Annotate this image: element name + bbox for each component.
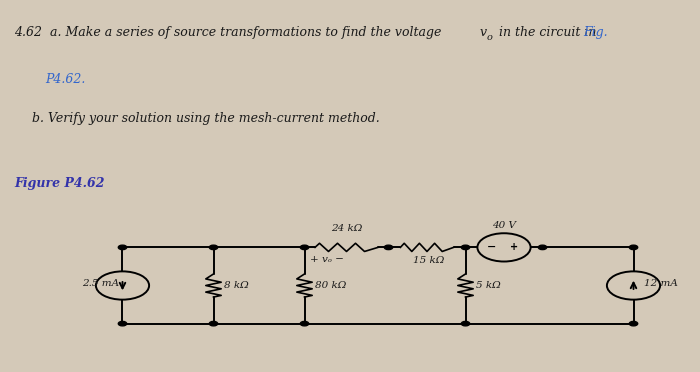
Circle shape — [384, 245, 393, 250]
Text: + vₒ −: + vₒ − — [310, 255, 344, 264]
Text: Figure P4.62: Figure P4.62 — [14, 177, 104, 190]
Text: 15 kΩ: 15 kΩ — [413, 256, 444, 264]
Text: Fig.: Fig. — [583, 26, 608, 39]
Circle shape — [300, 321, 309, 326]
Circle shape — [209, 321, 218, 326]
Text: v: v — [480, 26, 486, 39]
Text: 12 mA: 12 mA — [644, 279, 678, 288]
Circle shape — [538, 245, 547, 250]
Circle shape — [629, 245, 638, 250]
Text: 4.62  a. Make a series of source transformations to find the voltage: 4.62 a. Make a series of source transfor… — [14, 26, 445, 39]
Circle shape — [300, 245, 309, 250]
Text: b. Verify your solution using the mesh-current method.: b. Verify your solution using the mesh-c… — [32, 112, 379, 125]
Circle shape — [118, 245, 127, 250]
Text: in the circuit in: in the circuit in — [495, 26, 601, 39]
Text: −: − — [487, 242, 497, 252]
Circle shape — [118, 321, 127, 326]
Text: 5 kΩ: 5 kΩ — [476, 281, 500, 290]
Circle shape — [209, 245, 218, 250]
Circle shape — [629, 321, 638, 326]
Text: 40 V: 40 V — [492, 221, 516, 230]
Text: 2.5 mA: 2.5 mA — [82, 279, 119, 288]
Circle shape — [461, 321, 470, 326]
Text: P4.62.: P4.62. — [46, 73, 86, 86]
Circle shape — [461, 245, 470, 250]
Text: o: o — [486, 33, 492, 42]
Text: 24 kΩ: 24 kΩ — [331, 224, 362, 233]
Text: 8 kΩ: 8 kΩ — [224, 281, 248, 290]
Text: 80 kΩ: 80 kΩ — [315, 281, 346, 290]
Text: +: + — [510, 242, 518, 252]
